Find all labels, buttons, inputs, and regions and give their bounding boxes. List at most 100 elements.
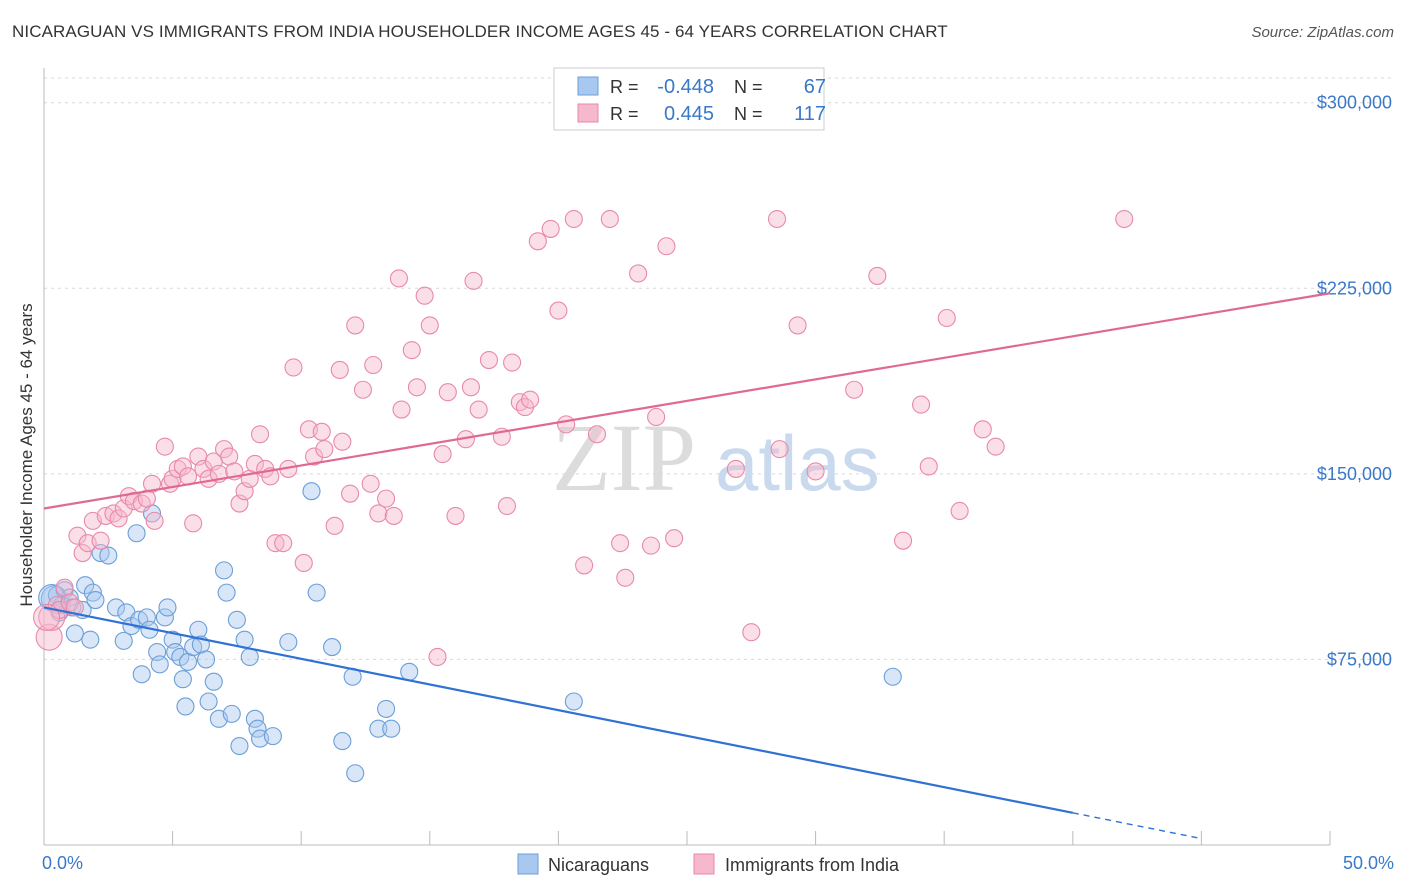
series-legend: Nicaraguans Immigrants from India (517, 853, 900, 875)
nicaraguan-point (166, 642, 185, 662)
india-point (788, 316, 807, 335)
nicaraguans-trend-extension (1072, 812, 1202, 840)
india-point (767, 209, 787, 229)
india-point (420, 316, 439, 335)
india-point (389, 269, 408, 288)
legend-n-label: N = (734, 77, 763, 97)
india-trend-line (43, 292, 1331, 510)
nicaraguan-point (240, 647, 259, 667)
india-point (503, 353, 522, 372)
india-point (73, 543, 92, 563)
india-point (346, 316, 365, 335)
india-point (428, 647, 447, 667)
india-point (142, 474, 162, 493)
india-point (806, 462, 825, 481)
india-point (461, 378, 481, 397)
india-point (657, 237, 676, 256)
legend-r-label: R = (610, 77, 639, 97)
nicaraguans-trend-line (43, 606, 1074, 814)
trend-lines (43, 292, 1331, 840)
india-point (541, 219, 560, 238)
nicaraguan-point (83, 583, 102, 602)
india-point (587, 425, 607, 444)
india-point (33, 603, 61, 631)
correlation-legend: R = -0.448 N = 67 R = 0.445 N = 117 (553, 67, 826, 131)
india-point (464, 271, 483, 290)
nicaraguan-point (132, 665, 151, 684)
nicaraguan-point (323, 638, 342, 657)
nicaraguan-point (217, 583, 236, 602)
bottom-legend-nicaraguans: Nicaraguans (548, 855, 649, 875)
nicaraguan-point (230, 736, 249, 756)
india-point (145, 511, 164, 530)
series-nicaraguans (38, 482, 902, 783)
india-point (528, 232, 547, 251)
india-point (364, 355, 383, 375)
legend-r-value: 0.445 (664, 103, 714, 125)
india-point (384, 506, 403, 525)
nicaraguan-point (369, 719, 388, 738)
nicaraguan-point (214, 561, 234, 580)
india-point (369, 504, 388, 523)
india-point (919, 457, 938, 476)
india-point (600, 209, 619, 229)
india-point (438, 383, 457, 402)
legend-n-value: 117 (794, 103, 826, 125)
bottom-legend-swatch-nicaraguans (517, 853, 539, 875)
india-point (950, 501, 969, 521)
watermark-zip: ZIP (552, 404, 696, 511)
india-point (325, 516, 344, 535)
india-point (575, 556, 594, 575)
nicaraguan-point (114, 631, 133, 650)
nicaraguan-point (377, 699, 396, 718)
x-tick-label: 0.0% (42, 853, 83, 873)
india-point (402, 341, 421, 360)
india-point (407, 378, 426, 397)
india-point (377, 489, 396, 508)
source-label: Source: ZipAtlas.com (1251, 24, 1394, 41)
nicaraguan-point (176, 697, 195, 716)
y-tick-label: $300,000 (1317, 93, 1392, 113)
nicaraguan-point (333, 732, 352, 751)
bottom-legend-india: Immigrants from India (725, 855, 900, 875)
india-point (616, 568, 635, 587)
india-point (168, 459, 187, 478)
india-point (353, 380, 372, 399)
nicaraguan-point (189, 620, 208, 639)
india-point (564, 209, 583, 229)
india-point (549, 301, 568, 320)
nicaraguan-point (382, 719, 401, 738)
nicaraguan-point (150, 655, 169, 674)
nicaraguan-point (227, 610, 246, 629)
india-point (132, 494, 151, 513)
y-tick-label: $225,000 (1317, 278, 1392, 298)
india-point (60, 593, 79, 612)
india-point (35, 623, 63, 651)
india-point (845, 380, 864, 399)
india-point (629, 264, 648, 283)
legend-r-value: -0.448 (657, 76, 714, 98)
india-point (284, 358, 303, 377)
india-point (665, 529, 684, 548)
nicaraguan-point (564, 692, 583, 711)
india-point (742, 623, 761, 642)
nicaraguan-point (65, 624, 84, 643)
legend-swatch-nicaraguans (577, 76, 599, 96)
india-point (497, 496, 517, 516)
india-point (521, 390, 540, 409)
tick-labels: $75,000 $150,000 $225,000 $300,000 0.0% 50.0% (42, 93, 1394, 873)
nicaraguan-point (400, 662, 419, 681)
india-point (392, 400, 411, 419)
nicaraguan-point (302, 482, 321, 501)
legend-swatch-india (577, 103, 599, 123)
india-point (315, 440, 334, 459)
india-point (312, 422, 331, 441)
nicaraguan-point (346, 764, 365, 783)
y-tick-label: $75,000 (1327, 649, 1392, 669)
legend-r-label: R = (610, 104, 639, 124)
india-point (893, 531, 913, 550)
india-point (155, 437, 174, 456)
grid-lines (44, 77, 1392, 660)
nicaraguan-point (76, 576, 95, 595)
india-point (250, 425, 270, 444)
